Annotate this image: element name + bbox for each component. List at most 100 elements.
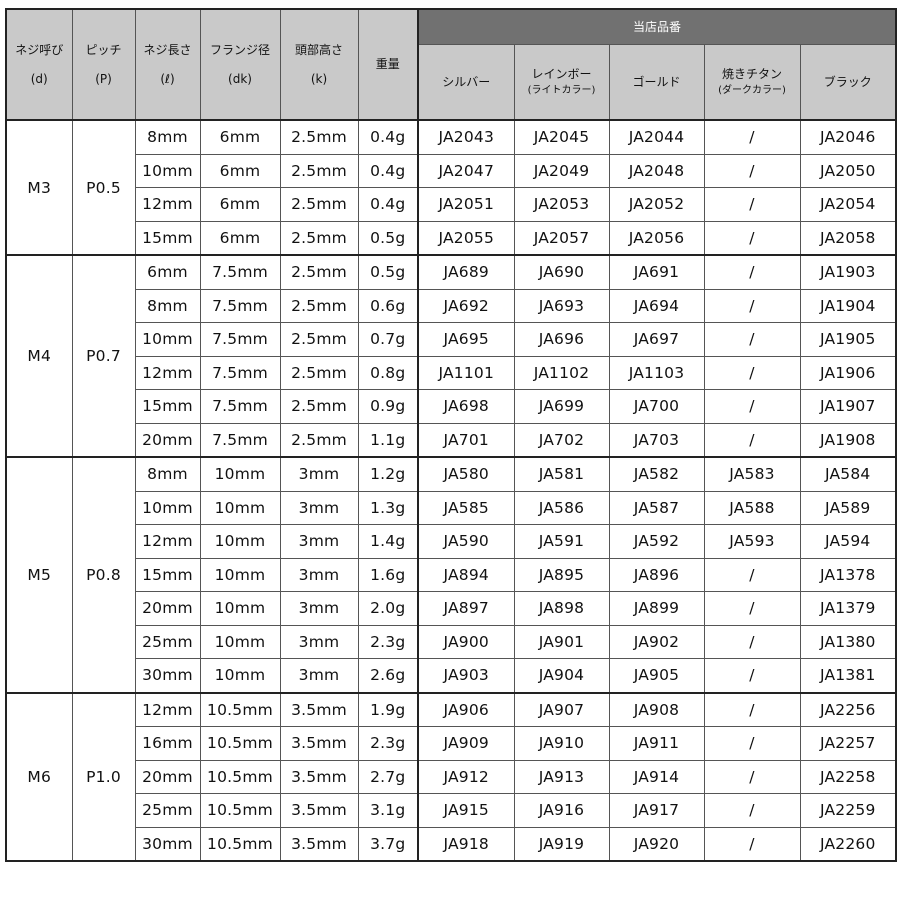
table-cell: 8mm: [134, 456, 201, 492]
table-cell: JA2053: [513, 187, 610, 222]
color-header: シルバー: [417, 44, 515, 121]
table-cell: JA913: [513, 759, 610, 794]
table-cell: JA911: [608, 726, 705, 761]
table-cell: JA1908: [799, 422, 897, 458]
table-cell: JA581: [513, 456, 610, 492]
table-cell: /: [703, 726, 801, 761]
header-label: ネジ長さ: [143, 42, 192, 57]
table-cell: 3mm: [279, 624, 359, 659]
table-cell: 0.6g: [357, 288, 419, 323]
header-col: ネジ呼び (d): [5, 8, 73, 121]
table-cell: 3mm: [279, 591, 359, 626]
table-cell: 7.5mm: [199, 288, 281, 323]
table-cell: /: [703, 557, 801, 592]
table-cell: JA900: [417, 624, 515, 659]
table-cell: JA2046: [799, 119, 897, 155]
table-cell: 15mm: [134, 389, 201, 424]
table-cell: JA692: [417, 288, 515, 323]
table-cell: 3.7g: [357, 826, 419, 862]
table-cell: /: [703, 254, 801, 290]
table-cell: 2.5mm: [279, 254, 359, 290]
table-cell: JA904: [513, 658, 610, 693]
table-cell: JA916: [513, 793, 610, 828]
color-header: ゴールド: [608, 44, 705, 121]
table-row: 12mm 6mm 2.5mm 0.4g JA2051 JA2053 JA2052/JA205…: [6, 187, 897, 222]
table-cell: /: [703, 658, 801, 693]
pitch: P1.0: [71, 691, 136, 862]
table-cell: 1.9g: [357, 691, 419, 727]
table-cell: 1.6g: [357, 557, 419, 592]
color-header: レインボー (ライトカラー): [513, 44, 610, 121]
table-row: 25mm 10.5mm 3.5mm 3.1g JA915 JA916 JA917/JA225…: [6, 793, 897, 828]
table-cell: JA584: [799, 456, 897, 492]
table-row: 30mm 10mm 3mm 2.6g JA903 JA904 JA905/JA1381: [6, 658, 897, 693]
table-cell: 12mm: [134, 691, 201, 727]
table-cell: 20mm: [134, 422, 201, 458]
table-cell: 15mm: [134, 220, 201, 256]
table-row: 10mm 7.5mm 2.5mm 0.7g JA695 JA696 JA697/JA1905: [6, 322, 897, 357]
table-cell: JA588: [703, 490, 801, 525]
table-row: 20mm 10mm 3mm 2.0g JA897 JA898 JA899/JA1379: [6, 591, 897, 626]
table-cell: 0.5g: [357, 220, 419, 256]
table-cell: 10mm: [199, 624, 281, 659]
table-cell: 12mm: [134, 524, 201, 559]
table-cell: JA1103: [608, 355, 705, 390]
table-cell: JA1381: [799, 658, 897, 693]
table-cell: JA1378: [799, 557, 897, 592]
color-label: 焼きチタン: [721, 67, 782, 82]
table-cell: 2.3g: [357, 624, 419, 659]
table-cell: JA587: [608, 490, 705, 525]
table-cell: JA591: [513, 524, 610, 559]
table-cell: 3.5mm: [279, 793, 359, 828]
table-cell: 6mm: [199, 119, 281, 155]
table-cell: 3mm: [279, 557, 359, 592]
table-cell: /: [703, 793, 801, 828]
header-col: フランジ径 (dk): [199, 8, 281, 121]
table-cell: 25mm: [134, 793, 201, 828]
color-header: ブラック: [799, 44, 897, 121]
screw-size: M6: [5, 691, 73, 862]
table-cell: JA580: [417, 456, 515, 492]
table-cell: JA583: [703, 456, 801, 492]
table-row: M6 P1.0 12mm 10.5mm 3.5mm 1.9g JA906 JA907 JA908…: [5, 691, 897, 862]
table-cell: JA1907: [799, 389, 897, 424]
table-cell: JA894: [417, 557, 515, 592]
table-row: 8mm 7.5mm 2.5mm 0.6g JA692 JA693 JA694/JA1904: [6, 288, 897, 323]
table-cell: 10.5mm: [199, 691, 281, 727]
table-cell: JA1379: [799, 591, 897, 626]
table-cell: JA694: [608, 288, 705, 323]
pitch: P0.7: [71, 254, 136, 458]
table-cell: JA693: [513, 288, 610, 323]
header-label: ネジ呼び: [15, 42, 64, 57]
table-cell: JA2051: [417, 187, 515, 222]
table-cell: JA907: [513, 691, 610, 727]
color-sublabel: (ライトカラー): [527, 84, 596, 96]
table-cell: JA582: [608, 456, 705, 492]
table-cell: 3.1g: [357, 793, 419, 828]
table-row: 20mm 10.5mm 3.5mm 2.7g JA912 JA913 JA914/JA225…: [6, 759, 897, 794]
table-cell: 7.5mm: [199, 422, 281, 458]
table-cell: JA910: [513, 726, 610, 761]
table-cell: JA2259: [799, 793, 897, 828]
table-cell: 3.5mm: [279, 826, 359, 862]
header-symbol: (dk): [228, 71, 252, 86]
table-cell: JA589: [799, 490, 897, 525]
table-cell: 30mm: [134, 826, 201, 862]
table-cell: JA902: [608, 624, 705, 659]
table-cell: 8mm: [134, 288, 201, 323]
table-row: 16mm 10.5mm 3.5mm 2.3g JA909 JA910 JA911/JA225…: [6, 726, 897, 761]
table-cell: JA697: [608, 322, 705, 357]
table-cell: 15mm: [134, 557, 201, 592]
table-cell: 10mm: [199, 524, 281, 559]
table-cell: 1.3g: [357, 490, 419, 525]
table-row: 15mm 10mm 3mm 1.6g JA894 JA895 JA896/JA1378: [6, 557, 897, 592]
table-cell: /: [703, 153, 801, 188]
table-cell: 10.5mm: [199, 726, 281, 761]
table-cell: 1.1g: [357, 422, 419, 458]
table-cell: 1.4g: [357, 524, 419, 559]
table-cell: 3mm: [279, 658, 359, 693]
table-cell: JA702: [513, 422, 610, 458]
table-cell: JA903: [417, 658, 515, 693]
table-cell: 25mm: [134, 624, 201, 659]
table-cell: 3mm: [279, 456, 359, 492]
